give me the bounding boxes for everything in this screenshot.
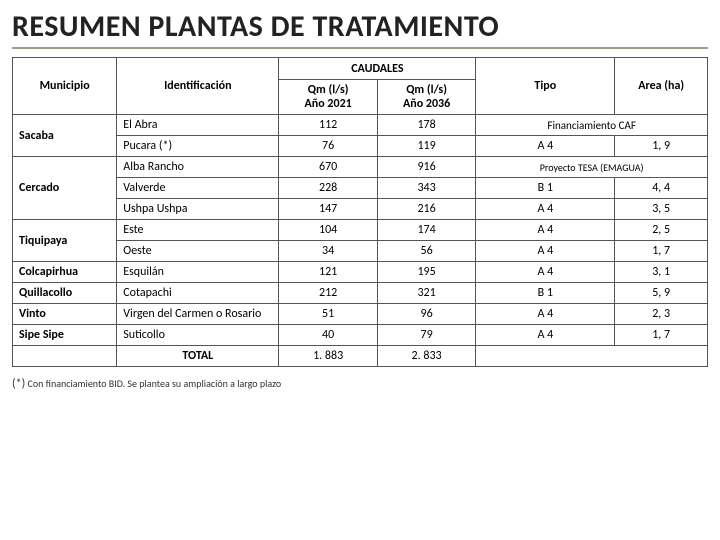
q36-cell: 56: [377, 241, 475, 262]
tipo-cell: A 4: [476, 136, 615, 157]
area-cell: 2, 3: [615, 304, 708, 325]
q36-cell: 343: [377, 178, 475, 199]
total-q21: 1. 883: [279, 346, 377, 367]
q21-cell: 212: [279, 283, 377, 304]
plant-cell: El Abra: [117, 115, 279, 136]
tipo-cell: B 1: [476, 178, 615, 199]
table-row: Quillacollo Cotapachi 212 321 B 1 5, 9: [13, 283, 708, 304]
muni-cell: Colcapirhua: [13, 262, 117, 283]
q36-cell: 321: [377, 283, 475, 304]
table-row: Sipe Sipe Suticollo 40 79 A 4 1, 7: [13, 325, 708, 346]
table-row: Oeste 34 56 A 4 1, 7: [13, 241, 708, 262]
q21-cell: 121: [279, 262, 377, 283]
q36-cell: 119: [377, 136, 475, 157]
plant-cell: Oeste: [117, 241, 279, 262]
area-cell: 4, 4: [615, 178, 708, 199]
area-cell: 3, 5: [615, 199, 708, 220]
q21-cell: 670: [279, 157, 377, 178]
total-row: TOTAL 1. 883 2. 833: [13, 346, 708, 367]
plant-cell: Virgen del Carmen o Rosario: [117, 304, 279, 325]
muni-cell: Vinto: [13, 304, 117, 325]
plant-cell: Alba Rancho: [117, 157, 279, 178]
muni-cell: Cercado: [13, 157, 117, 220]
plant-cell: Suticollo: [117, 325, 279, 346]
muni-cell: Quillacollo: [13, 283, 117, 304]
q36-cell: 174: [377, 220, 475, 241]
muni-cell: Sipe Sipe: [13, 325, 117, 346]
q21-cell: 40: [279, 325, 377, 346]
plant-cell: Este: [117, 220, 279, 241]
plants-table: Municipio Identificación CAUDALES Tipo A…: [12, 57, 708, 367]
total-q36: 2. 833: [377, 346, 475, 367]
hdr-identificacion: Identificación: [117, 58, 279, 115]
area-cell: 1, 9: [615, 136, 708, 157]
q36-cell: 178: [377, 115, 475, 136]
table-row: Ushpa Ushpa 147 216 A 4 3, 5: [13, 199, 708, 220]
q21-cell: 76: [279, 136, 377, 157]
area-cell: 1, 7: [615, 241, 708, 262]
plant-cell: Cotapachi: [117, 283, 279, 304]
footnote-text: Con financiamiento BID. Se plantea su am…: [25, 377, 281, 390]
plant-cell: Pucara (*): [117, 136, 279, 157]
area-cell: 3, 1: [615, 262, 708, 283]
hdr-qm2021: Qm (l/s)Año 2021: [279, 80, 377, 115]
tipo-cell: A 4: [476, 325, 615, 346]
hdr-tipo: Tipo: [476, 58, 615, 115]
page-title: RESUMEN PLANTAS DE TRATAMIENTO: [12, 8, 708, 49]
muni-cell: Tiquipaya: [13, 220, 117, 262]
q21-cell: 228: [279, 178, 377, 199]
q36-cell: 96: [377, 304, 475, 325]
hdr-caudales: CAUDALES: [279, 58, 476, 80]
q21-cell: 34: [279, 241, 377, 262]
tipo-cell: A 4: [476, 199, 615, 220]
table-row: Sacaba El Abra 112 178 Financiamiento CA…: [13, 115, 708, 136]
q21-cell: 51: [279, 304, 377, 325]
table-row: Pucara (*) 76 119 A 4 1, 9: [13, 136, 708, 157]
plant-cell: Esquilán: [117, 262, 279, 283]
muni-cell: Sacaba: [13, 115, 117, 157]
footnote-asterisk: (*): [12, 377, 25, 391]
tipo-cell: A 4: [476, 241, 615, 262]
plant-cell: Valverde: [117, 178, 279, 199]
tipo-cell: B 1: [476, 283, 615, 304]
table-row: Valverde 228 343 B 1 4, 4: [13, 178, 708, 199]
q36-cell: 195: [377, 262, 475, 283]
q21-cell: 147: [279, 199, 377, 220]
table-row: Colcapirhua Esquilán 121 195 A 4 3, 1: [13, 262, 708, 283]
footnote: (*) Con financiamiento BID. Se plantea s…: [12, 377, 708, 391]
hdr-area: Area (ha): [615, 58, 708, 115]
table-row: Vinto Virgen del Carmen o Rosario 51 96 …: [13, 304, 708, 325]
area-cell: 5, 9: [615, 283, 708, 304]
table-row: Tiquipaya Este 104 174 A 4 2, 5: [13, 220, 708, 241]
q36-cell: 916: [377, 157, 475, 178]
total-label: TOTAL: [117, 346, 279, 367]
tipo-cell: Financiamiento CAF: [476, 115, 708, 136]
area-cell: 1, 7: [615, 325, 708, 346]
q36-cell: 216: [377, 199, 475, 220]
plant-cell: Ushpa Ushpa: [117, 199, 279, 220]
tipo-cell: Proyecto TESA (EMAGUA): [476, 157, 708, 178]
area-cell: 2, 5: [615, 220, 708, 241]
q21-cell: 104: [279, 220, 377, 241]
tipo-cell: A 4: [476, 262, 615, 283]
q36-cell: 79: [377, 325, 475, 346]
tipo-cell: A 4: [476, 304, 615, 325]
tipo-cell: A 4: [476, 220, 615, 241]
table-row: Cercado Alba Rancho 670 916 Proyecto TES…: [13, 157, 708, 178]
hdr-municipio: Municipio: [13, 58, 117, 115]
q21-cell: 112: [279, 115, 377, 136]
hdr-qm2036: Qm (l/s)Año 2036: [377, 80, 475, 115]
